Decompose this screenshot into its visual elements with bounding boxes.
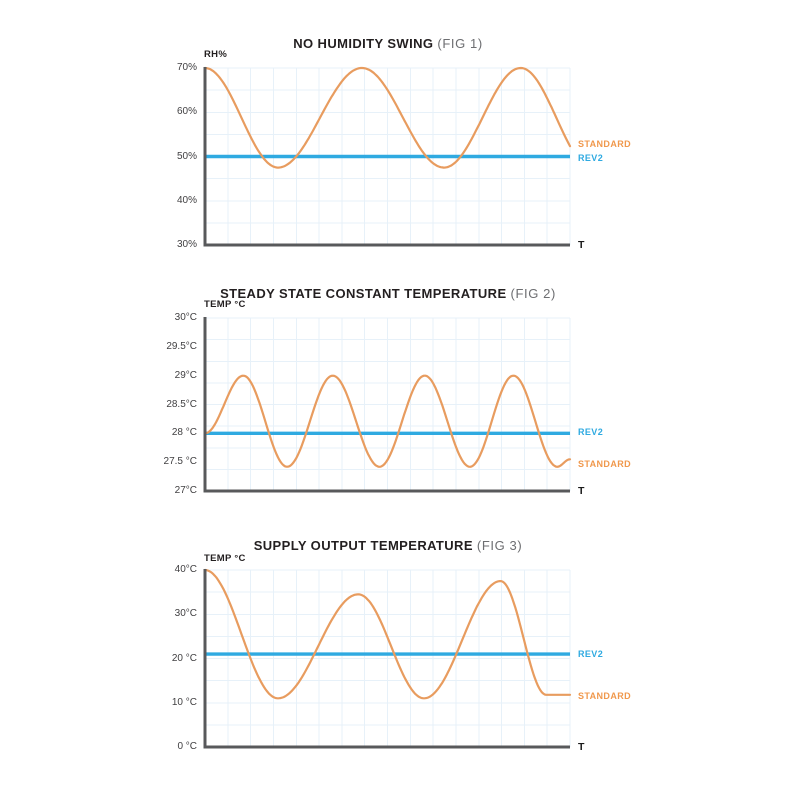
fig3-title: SUPPLY OUTPUT TEMPERATURE (FIG 3) [138,538,638,553]
fig1-standard-curve [203,66,572,169]
fig3-title-text: SUPPLY OUTPUT TEMPERATURE [253,538,473,553]
fig2-fig-label: (FIG 2) [510,286,556,301]
fig2-ytick-28.5: 28.5°C [166,398,197,410]
fig2-title-text: STEADY STATE CONSTANT TEMPERATURE [220,286,507,301]
fig1-title-text: NO HUMIDITY SWING [293,36,434,51]
fig1-ytick-70: 70% [176,62,197,73]
fig1-fig-label: (FIG 1) [437,36,483,51]
fig2-x-axis-label: T [578,484,585,497]
fig1-rev2-label: REV2 [578,152,604,163]
fig3-x-axis-label: T [578,740,585,753]
fig3-standard-curve [203,568,572,700]
fig1-standard-label: STANDARD [578,138,632,149]
fig3-ytick-20: 20 °C [171,652,197,664]
fig2-ytick-29.5: 29.5°C [166,340,197,352]
fig2-title: STEADY STATE CONSTANT TEMPERATURE (FIG 2) [138,286,638,301]
fig2-standard-curve [203,374,572,468]
fig3-ytick-30: 30°C [174,608,197,620]
fig3-standard-label: STANDARD [578,691,632,702]
fig1-y-axis-unit: RH% [204,49,228,60]
fig2-y-axis-unit: TEMP °C [204,299,246,310]
fig3-y-axis-unit: TEMP °C [204,553,246,564]
fig2-standard-label: STANDARD [578,459,632,469]
fig2-ytick-27: 27°C [174,485,197,496]
fig3-ytick-40: 40°C [174,564,197,575]
fig3-ytick-0: 0 °C [177,741,197,752]
fig1-ytick-40: 40% [176,194,197,206]
fig3-fig-label: (FIG 3) [476,538,523,553]
fig2-ytick-27.5: 27.5 °C [163,456,197,468]
fig3-rev2-label: REV2 [578,648,604,659]
fig3-ytick-10: 10 °C [171,696,197,708]
fig2-ytick-30: 30°C [174,312,197,323]
fig1-ytick-60: 60% [176,106,197,118]
fig2-rev2-label: REV2 [578,426,604,437]
fig1-x-axis-label: T [578,238,585,251]
fig1-ytick-30: 30% [176,239,197,250]
fig1-ytick-50: 50% [176,150,197,162]
fig2-ytick-29: 29°C [174,369,197,381]
fig1-title: NO HUMIDITY SWING (FIG 1) [138,36,638,51]
fig2-ytick-28: 28 °C [171,427,197,439]
